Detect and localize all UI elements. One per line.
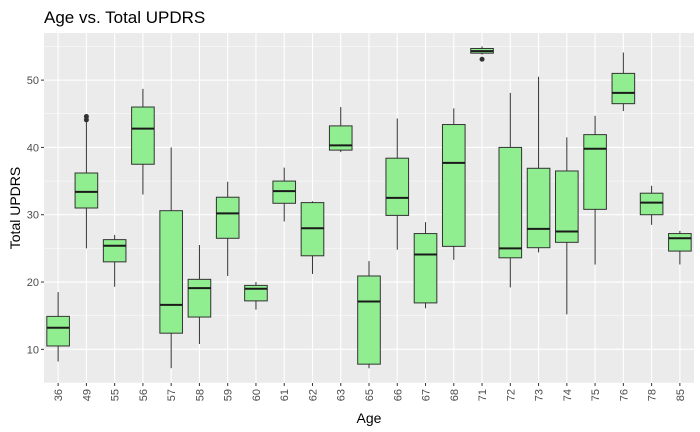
x-tick-label: 49 <box>81 389 93 401</box>
box-group <box>555 137 579 315</box>
box-group <box>583 115 607 265</box>
box <box>244 284 268 302</box>
box <box>272 180 297 204</box>
y-tick-label: 40 <box>27 142 39 154</box>
box-group <box>74 113 99 249</box>
box <box>159 210 183 334</box>
x-tick-label: 58 <box>194 389 206 401</box>
x-tick-label: 60 <box>251 389 263 401</box>
x-tick-label: 71 <box>477 389 489 401</box>
box-group <box>611 52 636 112</box>
y-axis: 10 20 30 40 50 <box>27 75 44 356</box>
box <box>46 315 70 347</box>
box-group <box>187 245 212 344</box>
x-tick-label: 73 <box>534 389 546 401</box>
outlier-point <box>479 56 485 62</box>
chart-title: Age vs. Total UPDRS <box>44 8 205 27</box>
box-group <box>328 107 353 153</box>
y-tick-label: 30 <box>27 210 39 222</box>
boxes-layer <box>46 46 692 369</box>
x-tick-label: 59 <box>223 389 235 401</box>
box-group <box>272 167 297 222</box>
box-group <box>102 234 127 287</box>
box-group <box>639 185 664 225</box>
x-tick-label: 36 <box>53 389 65 401</box>
box <box>215 196 240 239</box>
box <box>668 233 692 252</box>
box <box>385 157 410 216</box>
x-tick-label: 55 <box>110 389 122 401</box>
box <box>131 106 155 165</box>
box <box>639 192 664 216</box>
x-tick-label: 78 <box>647 389 659 401</box>
box-group <box>300 201 325 274</box>
box <box>611 72 636 105</box>
box <box>328 125 353 151</box>
x-tick-label: 74 <box>562 389 574 401</box>
box-group <box>131 88 155 195</box>
y-axis-title: Total UPDRS <box>7 167 23 249</box>
box-group <box>46 292 70 362</box>
box <box>357 275 381 365</box>
box <box>187 278 212 318</box>
box <box>441 124 466 247</box>
box <box>413 233 438 304</box>
box-group <box>413 222 438 309</box>
x-tick-label: 66 <box>392 389 404 401</box>
box-group <box>668 230 692 265</box>
x-tick-label: 57 <box>166 389 178 401</box>
box <box>498 146 523 259</box>
x-tick-label: 67 <box>421 389 433 401</box>
box-group <box>385 118 410 250</box>
box-group <box>498 92 523 288</box>
box-group <box>526 76 551 253</box>
y-tick-label: 20 <box>27 277 39 289</box>
x-tick-label: 68 <box>449 389 461 401</box>
box-group <box>441 108 466 260</box>
x-tick-label: 65 <box>364 389 376 401</box>
x-tick-label: 62 <box>307 389 319 401</box>
box <box>555 170 579 243</box>
x-tick-label: 61 <box>279 389 291 401</box>
box-group <box>357 261 381 369</box>
y-tick-label: 10 <box>27 344 39 356</box>
outlier-point <box>83 113 89 119</box>
box-group <box>215 181 240 276</box>
x-tick-label: 85 <box>675 389 687 401</box>
x-axis-title: Age <box>357 410 382 426</box>
box <box>583 134 607 210</box>
box-group <box>159 147 183 369</box>
x-tick-label: 76 <box>618 389 630 401</box>
box <box>300 202 325 257</box>
box-group <box>470 46 494 62</box>
x-tick-label: 63 <box>336 389 348 401</box>
x-axis: 36 49 55 56 57 58 59 60 61 62 63 65 66 67 68 71 72 73 74 75… <box>53 383 687 401</box>
y-tick-label: 50 <box>27 75 39 87</box>
x-tick-label: 72 <box>505 389 517 401</box>
grid-lines <box>44 33 694 384</box>
x-tick-label: 56 <box>138 389 150 401</box>
box <box>526 167 551 249</box>
box <box>74 172 99 209</box>
x-tick-label: 75 <box>590 389 602 401</box>
box <box>102 239 127 263</box>
box-group <box>244 282 268 310</box>
